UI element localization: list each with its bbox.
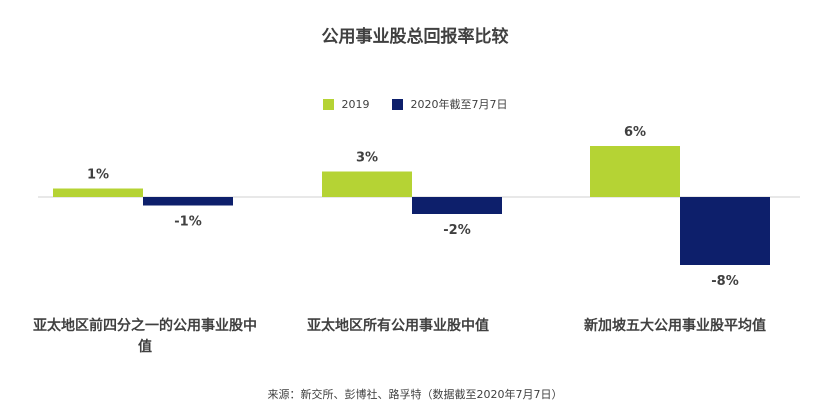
data-label-2019-cat3: 6% xyxy=(624,125,646,140)
data-label-2019-cat2: 3% xyxy=(356,151,378,166)
legend-label-2020: 2020年截至7月7日 xyxy=(410,98,508,111)
category-label-3: 新加坡五大公用事业股平均值 xyxy=(584,318,766,334)
legend-item-2020: 2020年截至7月7日 xyxy=(391,96,508,112)
bar-2019-cat3 xyxy=(590,146,680,197)
source-note: 来源：新交所、彭博社、路孚特（数据截至2020年7月7日） xyxy=(267,388,563,401)
category-label-2: 亚太地区所有公用事业股中值 xyxy=(307,318,489,334)
legend: 2019 2020年截至7月7日 xyxy=(0,96,830,112)
bar-2019-cat1 xyxy=(53,188,143,197)
category-label-1: 亚太地区前四分之一的公用事业股中值 xyxy=(33,318,257,355)
data-label-2019-cat1: 1% xyxy=(87,168,109,183)
data-label-2020-cat2: -2% xyxy=(443,223,470,238)
legend-item-2019: 2019 xyxy=(322,96,370,112)
bar-2020-cat1 xyxy=(143,197,233,206)
legend-label-2019: 2019 xyxy=(341,97,370,111)
bar-2020-cat2 xyxy=(412,197,502,214)
legend-swatch-2020 xyxy=(391,98,403,110)
legend-swatch-2019 xyxy=(322,98,334,110)
data-label-2020-cat1: -1% xyxy=(174,215,201,230)
bar-2019-cat2 xyxy=(322,171,412,197)
data-label-2020-cat3: -8% xyxy=(711,274,738,289)
chart-title: 公用事业股总回报率比较 xyxy=(321,27,509,47)
bar-2020-cat3 xyxy=(680,197,770,265)
